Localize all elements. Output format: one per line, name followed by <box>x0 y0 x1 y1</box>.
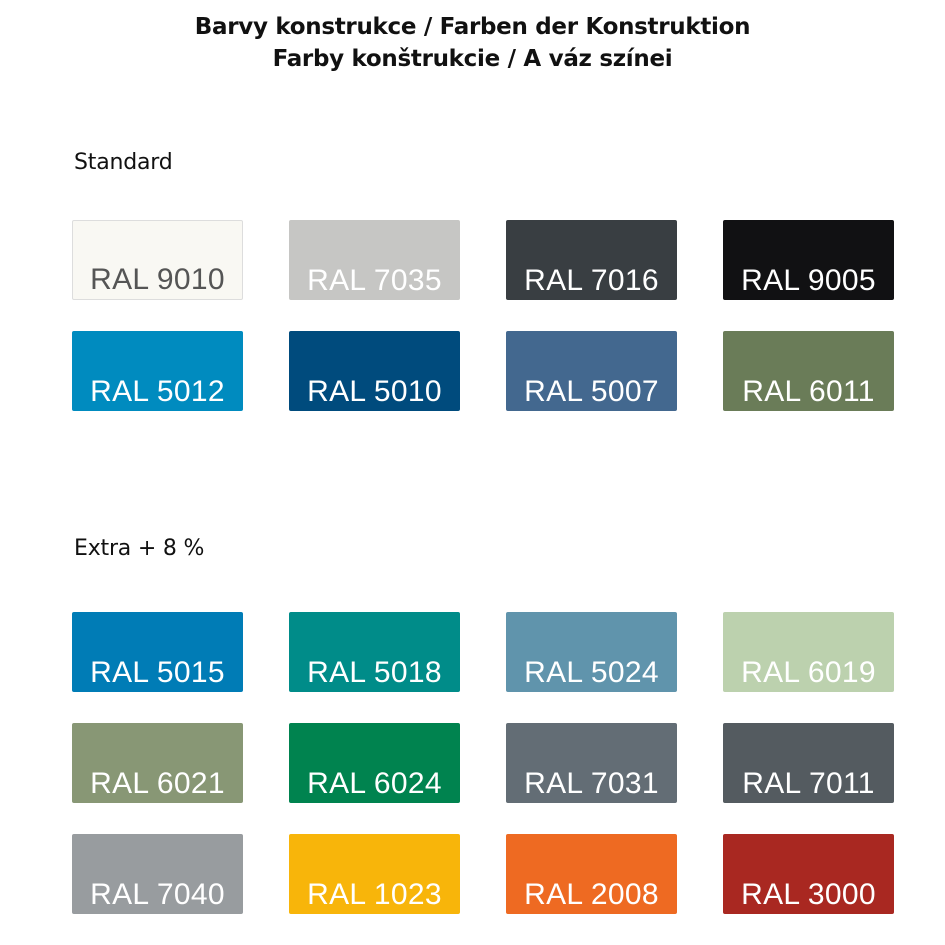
color-swatch: RAL 3000 <box>723 834 894 914</box>
swatch-label: RAL 6024 <box>307 767 442 800</box>
extra-swatch-grid: RAL 5015 RAL 5018 RAL 5024 RAL 6019 RAL … <box>72 612 894 914</box>
color-swatch: RAL 5018 <box>289 612 460 692</box>
swatch-label: RAL 5010 <box>307 375 442 408</box>
standard-swatch-grid: RAL 9010 RAL 7035 RAL 7016 RAL 9005 RAL … <box>72 220 894 411</box>
swatch-label: RAL 1023 <box>307 878 442 911</box>
swatch-label: RAL 2008 <box>524 878 659 911</box>
color-swatch: RAL 1023 <box>289 834 460 914</box>
swatch-label: RAL 5018 <box>307 656 442 689</box>
color-swatch: RAL 5015 <box>72 612 243 692</box>
swatch-label: RAL 6021 <box>90 767 225 800</box>
color-swatch: RAL 5024 <box>506 612 677 692</box>
color-swatch: RAL 5012 <box>72 331 243 411</box>
swatch-label: RAL 6011 <box>742 375 875 408</box>
color-swatch: RAL 6019 <box>723 612 894 692</box>
color-swatch: RAL 6024 <box>289 723 460 803</box>
swatch-label: RAL 7040 <box>90 878 225 911</box>
color-swatch: RAL 7031 <box>506 723 677 803</box>
section-heading-standard: Standard <box>74 150 173 175</box>
color-swatch: RAL 9010 <box>72 220 243 300</box>
color-swatch: RAL 7011 <box>723 723 894 803</box>
color-swatch: RAL 5010 <box>289 331 460 411</box>
swatch-label: RAL 5024 <box>524 656 659 689</box>
swatch-label: RAL 7035 <box>307 264 442 297</box>
swatch-label: RAL 9010 <box>90 263 225 296</box>
swatch-label: RAL 9005 <box>741 264 876 297</box>
section-heading-extra: Extra + 8 % <box>74 536 205 561</box>
page-title-line-2: Farby konštrukcie / A váz színei <box>272 46 673 72</box>
color-swatch: RAL 2008 <box>506 834 677 914</box>
color-swatch: RAL 7035 <box>289 220 460 300</box>
swatch-label: RAL 5012 <box>90 375 225 408</box>
color-swatch: RAL 7040 <box>72 834 243 914</box>
color-swatch: RAL 6021 <box>72 723 243 803</box>
color-swatch: RAL 7016 <box>506 220 677 300</box>
swatch-label: RAL 3000 <box>741 878 876 911</box>
swatch-label: RAL 5015 <box>90 656 225 689</box>
swatch-label: RAL 7016 <box>524 264 659 297</box>
swatch-label: RAL 7011 <box>742 767 875 800</box>
swatch-label: RAL 5007 <box>524 375 659 408</box>
color-swatch: RAL 5007 <box>506 331 677 411</box>
color-swatch: RAL 6011 <box>723 331 894 411</box>
swatch-label: RAL 7031 <box>524 767 659 800</box>
color-swatch: RAL 9005 <box>723 220 894 300</box>
swatch-label: RAL 6019 <box>741 656 876 689</box>
page-title-line-1: Barvy konstrukce / Farben der Konstrukti… <box>194 14 751 40</box>
